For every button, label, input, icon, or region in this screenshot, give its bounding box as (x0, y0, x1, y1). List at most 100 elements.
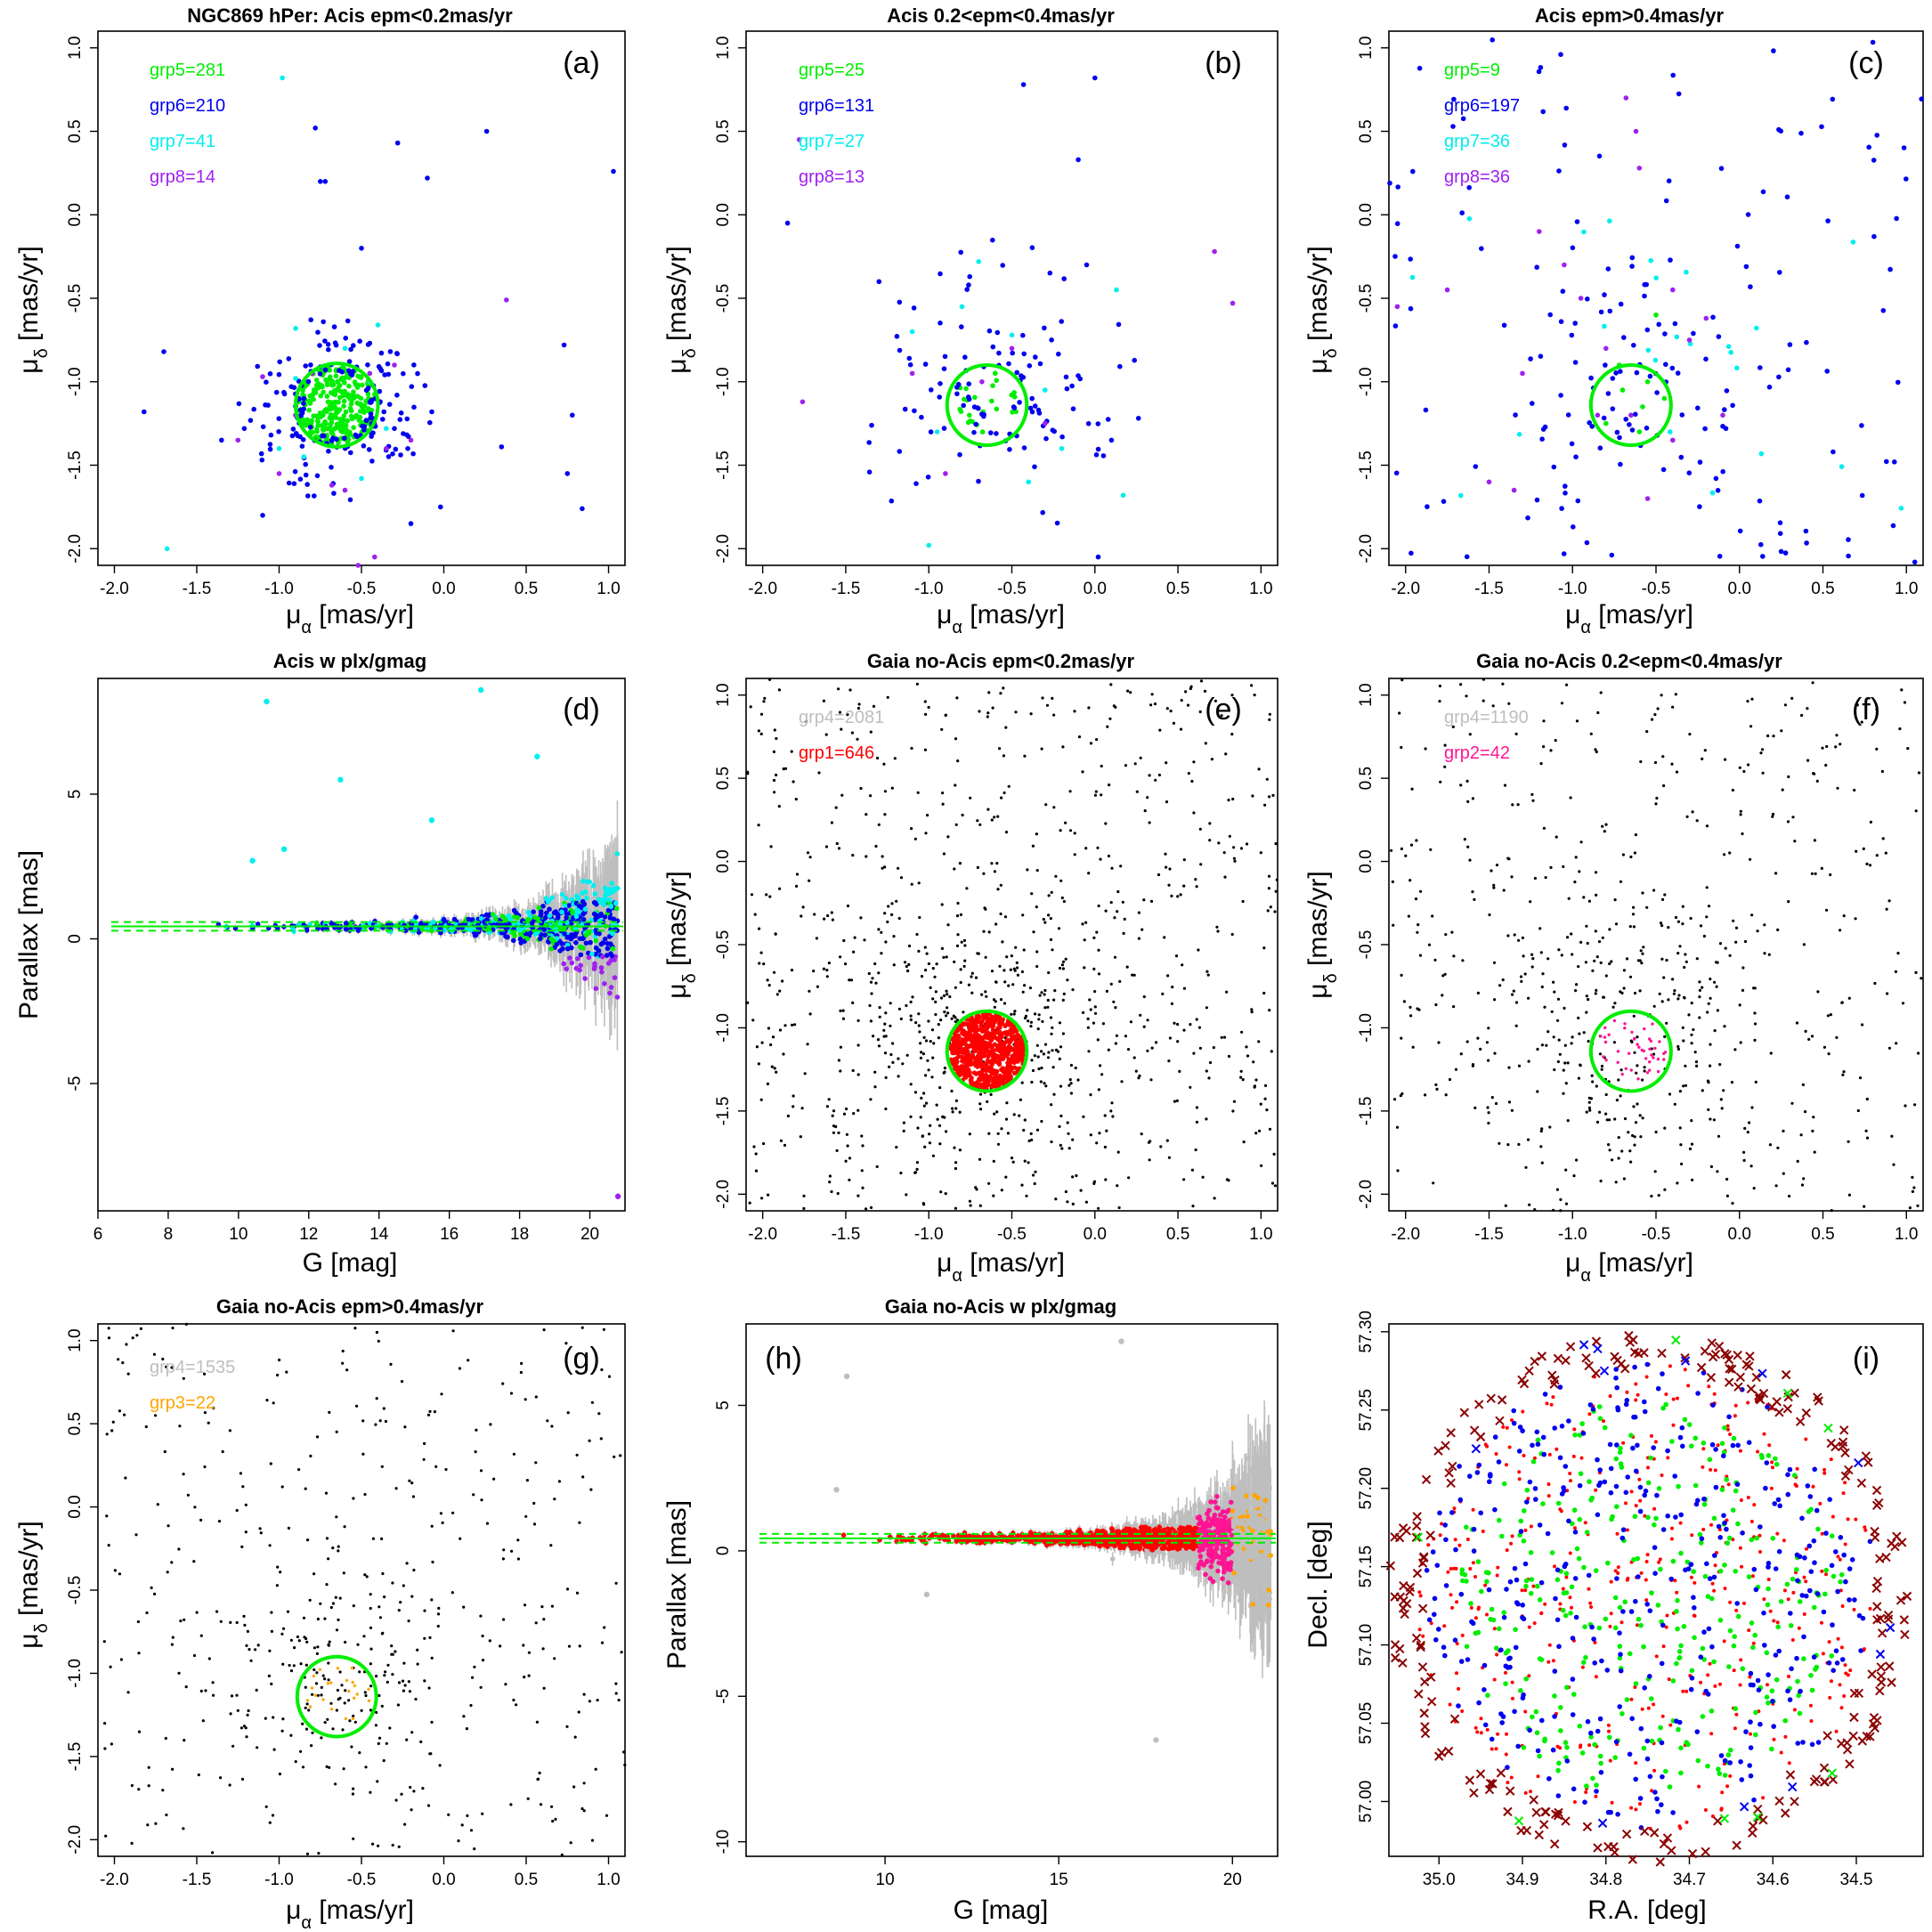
data-point (926, 1059, 929, 1062)
data-point (1715, 985, 1718, 988)
data-point (1822, 1045, 1826, 1049)
data-point (897, 866, 900, 870)
data-point (1632, 1037, 1636, 1041)
data-point (1702, 934, 1706, 938)
data-point (1542, 424, 1548, 430)
data-point (1023, 1159, 1027, 1163)
data-point (918, 1030, 921, 1034)
data-point (1713, 980, 1717, 984)
data-point (1577, 965, 1580, 969)
data-point (1258, 1129, 1262, 1132)
data-point (354, 400, 361, 406)
data-point (1544, 876, 1547, 880)
data-point (562, 931, 567, 937)
data-point (1701, 757, 1704, 761)
data-point (1142, 994, 1146, 999)
data-point (980, 993, 984, 996)
data-point (1551, 464, 1557, 470)
data-point (1684, 953, 1687, 956)
data-point (946, 923, 950, 927)
data-point (778, 887, 782, 890)
data-point (763, 696, 767, 701)
data-point (583, 940, 589, 946)
y-tick-label: 0 (66, 934, 85, 944)
data-point (1182, 858, 1186, 862)
data-point (1060, 896, 1064, 900)
x-tick-label: 0.5 (1166, 580, 1189, 598)
data-point (957, 1044, 962, 1050)
x-tick-label: -1.0 (914, 580, 944, 598)
data-point (1006, 1073, 1011, 1078)
data-point (1059, 879, 1063, 882)
data-point (869, 1098, 873, 1101)
data-point (996, 1045, 1002, 1051)
data-point (339, 369, 345, 375)
data-point (1619, 1094, 1622, 1098)
data-point (1634, 369, 1640, 376)
data-point (860, 1134, 864, 1138)
data-point (580, 878, 586, 884)
data-point (576, 896, 581, 901)
data-point (260, 374, 265, 379)
data-point (953, 867, 956, 871)
data-point (1623, 417, 1628, 422)
y-tick-label: -1.0 (1357, 367, 1376, 396)
data-point (1653, 760, 1658, 765)
data-point (1263, 803, 1267, 807)
data-point (939, 1190, 943, 1194)
data-point (971, 429, 977, 435)
data-point (1825, 218, 1831, 223)
data-point (1709, 978, 1712, 981)
data-point (860, 1169, 864, 1173)
data-point (1268, 1009, 1271, 1012)
data-point (1534, 264, 1539, 271)
data-point (1075, 1173, 1078, 1178)
data-point (848, 1178, 851, 1181)
data-point (772, 750, 776, 754)
data-point (1230, 300, 1236, 306)
data-point (1690, 1042, 1693, 1045)
data-point (1618, 369, 1623, 375)
data-point (1490, 1096, 1494, 1100)
data-point (1604, 1112, 1608, 1116)
data-point (1005, 1037, 1011, 1043)
data-point (1718, 942, 1723, 946)
data-point (824, 733, 828, 736)
data-point (1476, 991, 1480, 994)
x-tick-label: 1.0 (1249, 580, 1272, 598)
data-point (1632, 925, 1636, 929)
data-point (891, 1042, 895, 1045)
data-point (164, 546, 170, 552)
selection-circle (945, 363, 1029, 447)
data-point (367, 340, 373, 346)
data-point (428, 1409, 432, 1413)
data-point (1557, 948, 1561, 952)
data-point (1007, 1059, 1012, 1064)
data-point (1715, 488, 1721, 493)
x-tick-label: -1.5 (832, 580, 861, 598)
data-point (299, 410, 305, 416)
data-point (1651, 1022, 1654, 1026)
data-point (308, 317, 314, 323)
data-point (830, 911, 833, 914)
data-point (775, 773, 778, 777)
data-point (963, 944, 967, 947)
data-point (341, 413, 347, 418)
data-point (1659, 921, 1663, 925)
data-point (1427, 943, 1432, 946)
data-point (1064, 821, 1067, 824)
data-point (952, 1042, 957, 1047)
data-point (1391, 880, 1394, 884)
data-point (1648, 257, 1653, 264)
data-point (502, 916, 507, 922)
y-tick-label: 0.0 (714, 849, 733, 873)
data-point (1570, 1042, 1573, 1045)
plot-area: 6 8 10 12 14 16 18 20-505 (66, 678, 626, 1244)
data-point (599, 954, 605, 960)
data-point (1698, 988, 1701, 992)
data-point (1693, 1051, 1697, 1054)
data-point (1594, 871, 1598, 874)
data-point (352, 379, 358, 385)
data-point (835, 1149, 839, 1152)
data-point (1748, 1121, 1751, 1124)
